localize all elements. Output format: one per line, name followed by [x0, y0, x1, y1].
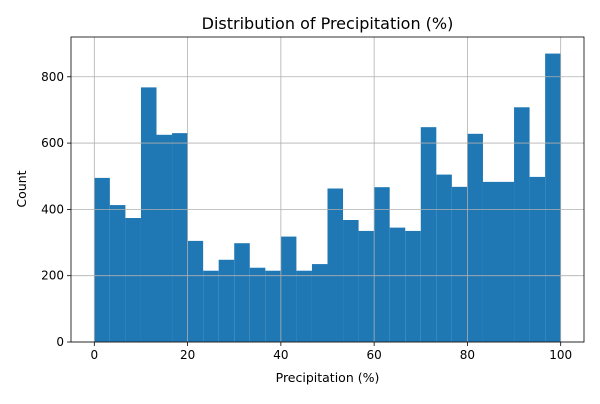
histogram-bar	[358, 230, 375, 342]
histogram-bar	[436, 174, 452, 342]
histogram-bar	[374, 187, 390, 342]
y-tick-label: 200	[41, 269, 64, 283]
y-tick-label: 0	[56, 335, 64, 349]
histogram-bar	[234, 243, 250, 342]
bars	[94, 53, 561, 343]
histogram-bar	[482, 181, 499, 342]
histogram-bar	[172, 133, 188, 342]
x-tick-label: 20	[180, 348, 195, 362]
y-axis-label: Count	[14, 170, 29, 207]
x-axis-label: Precipitation (%)	[276, 370, 380, 385]
x-tick-label: 80	[460, 348, 475, 362]
histogram-bar	[529, 176, 546, 342]
histogram-bar	[389, 227, 406, 342]
y-tick-label: 400	[41, 202, 64, 216]
x-tick-label: 40	[273, 348, 288, 362]
chart-title: Distribution of Precipitation (%)	[202, 14, 454, 33]
histogram-bar	[218, 259, 235, 342]
histogram-bar	[249, 267, 266, 342]
histogram-bar	[156, 134, 173, 342]
axes-frame	[70, 36, 585, 343]
histogram-bar	[327, 188, 344, 342]
histogram-bar	[94, 177, 110, 342]
histogram-bar	[420, 127, 437, 342]
x-tick-label: 100	[549, 348, 572, 362]
histogram-bar	[405, 230, 421, 342]
histogram-bar	[187, 240, 204, 342]
histogram-bar	[311, 264, 328, 342]
histogram-bar	[545, 53, 561, 343]
histogram-bar	[514, 107, 530, 342]
histogram-bar	[343, 220, 359, 342]
histogram-bar	[451, 186, 468, 342]
axes	[70, 36, 585, 343]
ticks: 0 20 40 60 80 100 0 200 400 600 800	[41, 70, 572, 362]
histogram-bar	[296, 270, 312, 342]
histogram-bar	[265, 270, 281, 342]
y-tick-label: 600	[41, 136, 64, 150]
histogram-bar	[498, 181, 515, 342]
histogram-bar	[203, 270, 219, 342]
histogram-bar	[125, 218, 141, 342]
y-tick-label: 800	[41, 70, 64, 84]
histogram-bar	[467, 133, 483, 342]
histogram-bar	[140, 87, 157, 343]
histogram-bar	[109, 205, 126, 342]
x-tick-label: 0	[90, 348, 98, 362]
histogram-bar	[280, 236, 297, 342]
x-tick-label: 60	[366, 348, 381, 362]
